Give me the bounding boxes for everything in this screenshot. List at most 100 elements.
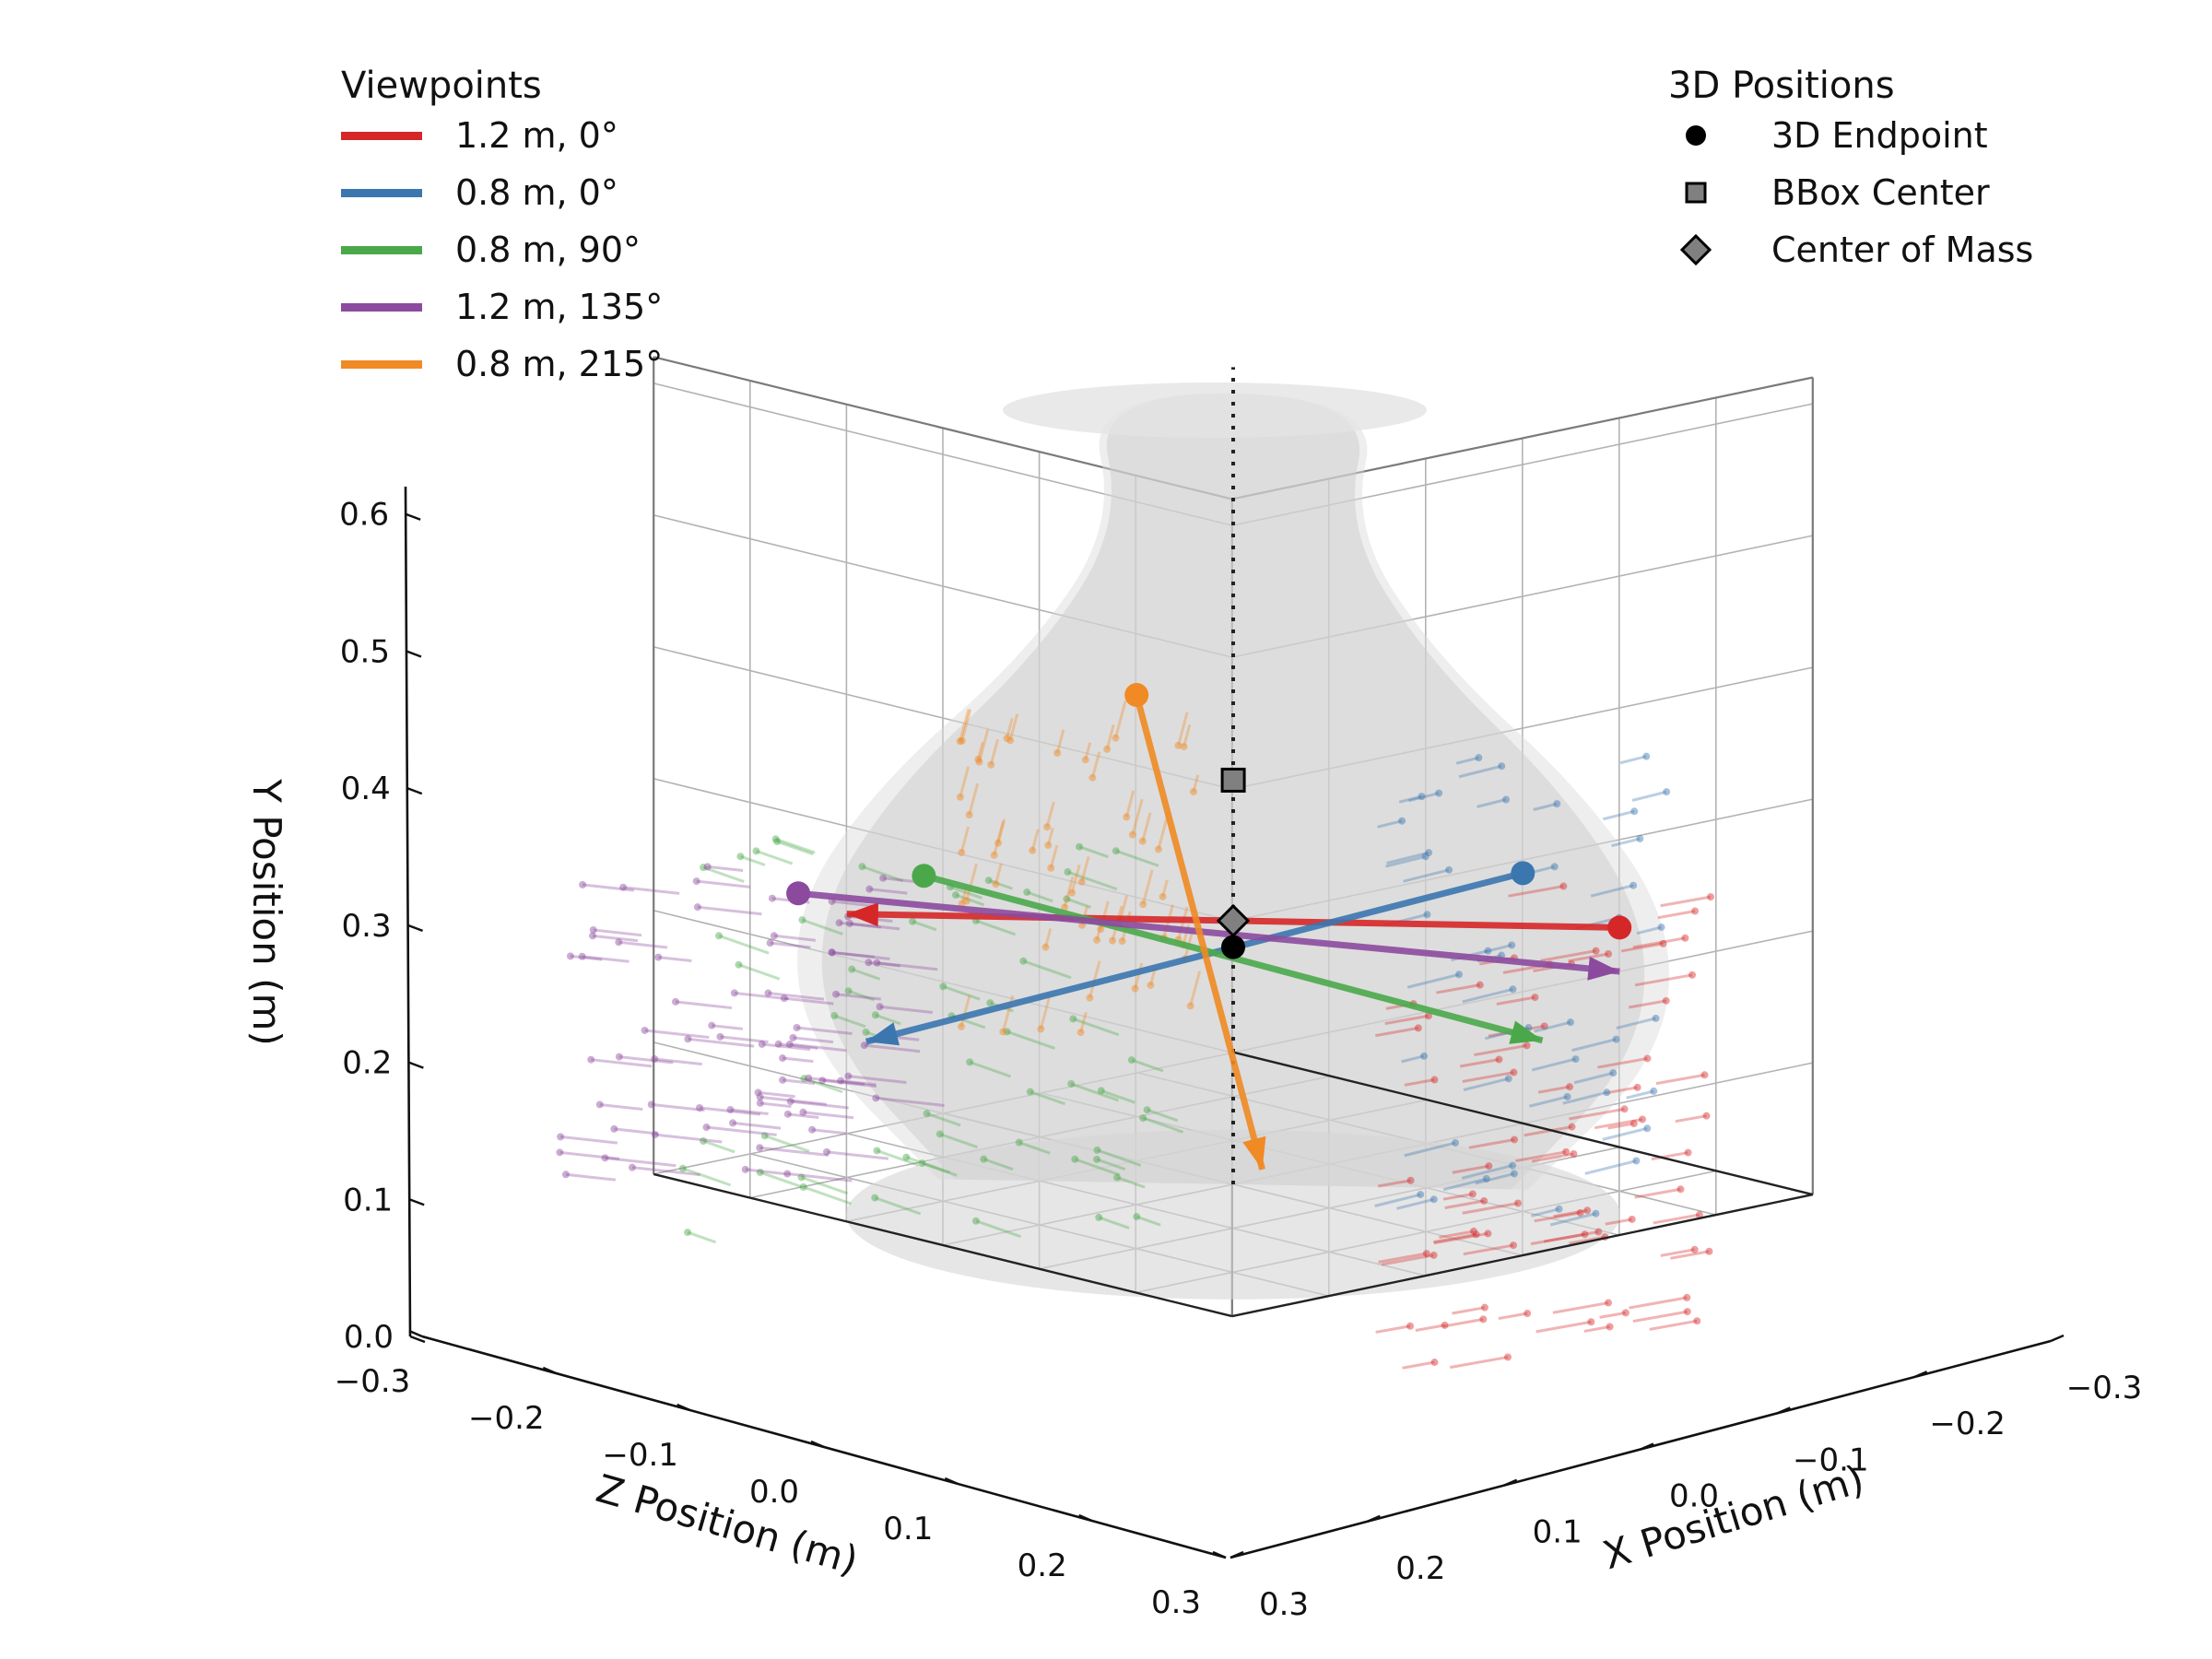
sample-point [1570, 1149, 1578, 1158]
positions-legend: 3D Positions 3D Endpoint BBox Center Cente… [1668, 65, 2033, 278]
vase-top-rim [1003, 382, 1427, 438]
sample-point [798, 916, 806, 924]
viewpoints-legend-label: 0.8 m, 90° [455, 229, 641, 270]
sample-ray [1452, 1164, 1489, 1174]
sample-ray [1459, 1058, 1500, 1068]
x-tick-label: 0.0 [1669, 1478, 1719, 1515]
sample-ray [1611, 837, 1641, 848]
sample-ray [1653, 1213, 1700, 1225]
sample-ray [1607, 1122, 1635, 1130]
sample-point [980, 1155, 988, 1163]
sample-ray [782, 1078, 816, 1086]
sample-point [736, 853, 745, 861]
y-tick-mark [408, 1198, 425, 1206]
sample-ray [790, 1100, 849, 1110]
sample-point [1559, 882, 1568, 890]
sample-point [1510, 1170, 1518, 1178]
sample-point [1509, 1241, 1517, 1250]
sample-ray [988, 878, 1013, 890]
sample-point [1398, 817, 1406, 825]
sample-point [715, 932, 724, 940]
sample-point [641, 1026, 649, 1034]
viewpoints-legend-row: 0.8 m, 215° [341, 335, 663, 393]
sample-ray [1096, 1158, 1126, 1171]
sample-ray [1602, 1126, 1648, 1141]
sample-ray [959, 766, 971, 798]
sample-point [1514, 1199, 1523, 1207]
sample-point [951, 891, 959, 900]
viewpoint-arrow-head [846, 902, 878, 927]
sample-point [1636, 834, 1644, 842]
sample-point [1041, 943, 1050, 951]
sample-ray [1131, 1058, 1164, 1073]
viewpoint-arrow-shaft [865, 869, 1524, 1045]
sample-point [1445, 865, 1453, 874]
sample-ray [1540, 949, 1596, 962]
sample-point [1581, 1230, 1589, 1239]
sample-point [741, 1165, 749, 1173]
sample-ray [801, 918, 843, 935]
sample-point [1480, 1196, 1488, 1205]
sample-point [862, 1028, 870, 1036]
sample-point [1509, 985, 1517, 994]
sample-ray [773, 934, 817, 942]
sample-point [1587, 1318, 1595, 1326]
sample-point [966, 1058, 974, 1066]
positions-legend-row: BBox Center [1668, 164, 2033, 221]
viewpoint-camera-point [912, 864, 936, 888]
sample-point [1540, 1022, 1548, 1030]
sample-point [1189, 787, 1197, 795]
sample-point [1420, 1052, 1429, 1060]
sample-ray [1049, 844, 1059, 869]
sample-point [1511, 1135, 1519, 1144]
sample-point [708, 1021, 716, 1030]
sample-point [768, 894, 776, 902]
sample-ray [803, 1077, 843, 1094]
sample-point [773, 838, 782, 846]
sample-point [1566, 1018, 1574, 1027]
sample-ray [976, 741, 984, 760]
sample-point [579, 880, 587, 888]
sample-ray [582, 883, 634, 892]
sample-point [1605, 1299, 1613, 1307]
sample-ray [1070, 864, 1081, 894]
positions-legend-label: Center of Mass [1771, 229, 2034, 270]
sample-ray [1080, 856, 1090, 883]
sample-ray [1386, 851, 1430, 865]
z-tick-mark [542, 1366, 557, 1375]
sample-ray [707, 865, 744, 873]
sample-point [987, 760, 995, 769]
sample-ray [1046, 828, 1054, 846]
sample-ray [1142, 1116, 1184, 1134]
sample-point [958, 736, 966, 745]
sample-ray [1568, 1235, 1606, 1245]
sample-point [1504, 1075, 1512, 1083]
sample-ray [1533, 802, 1558, 811]
sample-point [1555, 1205, 1563, 1213]
sample-point [923, 1110, 931, 1118]
viewpoint-arrow-head [1242, 1135, 1266, 1170]
sample-ray [654, 1133, 723, 1144]
positions-legend-entries: 3D Endpoint BBox Center Center of Mass [1668, 107, 2033, 278]
sample-point [1097, 1087, 1105, 1095]
sample-ray [989, 738, 1000, 766]
sample-point [1441, 1321, 1449, 1329]
sample-ray [1657, 910, 1696, 920]
sample-point [1430, 1251, 1438, 1259]
viewpoints-legend-swatch [341, 188, 422, 197]
z-tick-label: 0.2 [1018, 1547, 1067, 1584]
viewpoints-legend-swatch [341, 131, 422, 140]
sample-ray [1597, 1056, 1648, 1069]
sample-point [1612, 1035, 1620, 1043]
sample-ray [793, 1036, 834, 1044]
sample-point [999, 1028, 1007, 1036]
sample-ray [1670, 1250, 1710, 1260]
sample-point [1633, 1083, 1641, 1091]
sample-point [1472, 1230, 1480, 1239]
sample-ray [1403, 868, 1450, 883]
x-tick-mark [1230, 1550, 1244, 1559]
sample-ray [1461, 1164, 1513, 1180]
sample-ray [1141, 869, 1154, 905]
sample-ray [1442, 1193, 1474, 1201]
sample-ray [1534, 1020, 1571, 1033]
